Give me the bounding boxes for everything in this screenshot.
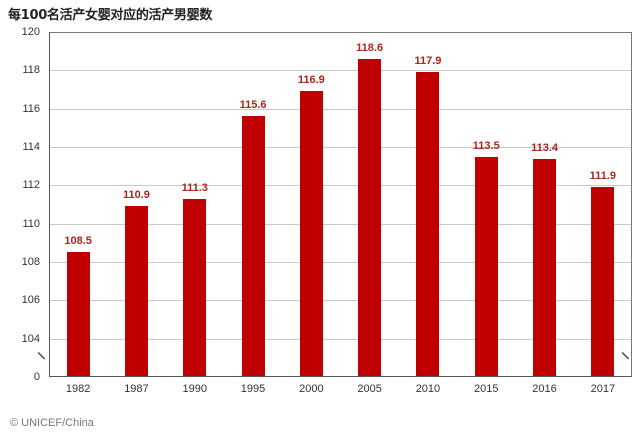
value-label: 118.6: [356, 41, 384, 54]
chart-title: 每100名活产女婴对应的活产男婴数: [8, 8, 213, 23]
x-tick-label: 2000: [299, 383, 324, 395]
x-tick-label: 1982: [65, 383, 91, 395]
x-tick-label: 1990: [182, 383, 207, 395]
bar-2005: [358, 58, 382, 376]
y-tick-label: 0: [33, 371, 40, 383]
y-tick-label: 112: [22, 179, 40, 192]
bar-2000: [299, 91, 323, 376]
value-label: 113.4: [531, 141, 558, 154]
y-tick-label: 108: [21, 256, 40, 268]
gridline: [50, 223, 631, 225]
gridline: [50, 300, 631, 302]
plot-area: [49, 32, 632, 377]
y-tick-label: 104: [21, 332, 40, 345]
y-tick-label: 116: [22, 102, 40, 115]
gridline: [50, 70, 631, 72]
value-label: 117.9: [414, 55, 442, 68]
bar-2016: [533, 158, 557, 376]
credit-text: © UNICEF/China: [10, 417, 94, 429]
gridline: [50, 338, 631, 340]
value-label: 108.5: [64, 235, 92, 248]
y-tick-label: 120: [21, 26, 40, 38]
x-tick-label: 2010: [415, 383, 441, 395]
value-label: 111.3: [181, 181, 208, 194]
x-tick-label: 2017: [590, 383, 616, 395]
gridline: [50, 185, 631, 187]
x-tick-label: 2016: [532, 383, 557, 395]
axis-break-left-icon: //: [34, 353, 48, 361]
y-tick-label: 118: [22, 64, 40, 77]
bar-1987: [124, 206, 148, 376]
value-label: 110.9: [122, 189, 150, 202]
x-tick-label: 1987: [124, 383, 149, 395]
y-tick-label: 106: [21, 294, 40, 307]
gridline: [50, 108, 631, 110]
value-label: 115.6: [239, 99, 267, 112]
bar-2015: [474, 156, 498, 376]
gridline: [50, 147, 631, 148]
x-tick-label: 2005: [357, 383, 382, 395]
x-tick-label: 2015: [474, 383, 499, 395]
value-label: 116.9: [297, 74, 325, 87]
y-tick-label: 110: [22, 217, 40, 230]
bar-2017: [591, 187, 615, 376]
bar-1982: [66, 252, 90, 376]
bar-1990: [183, 198, 207, 376]
value-label: 113.5: [472, 139, 500, 152]
x-tick-label: 1995: [240, 383, 266, 395]
value-label: 111.9: [589, 170, 616, 183]
bar-2010: [416, 72, 440, 376]
y-tick-label: 114: [22, 141, 40, 153]
gridline: [50, 262, 631, 263]
bar-1995: [241, 116, 265, 376]
